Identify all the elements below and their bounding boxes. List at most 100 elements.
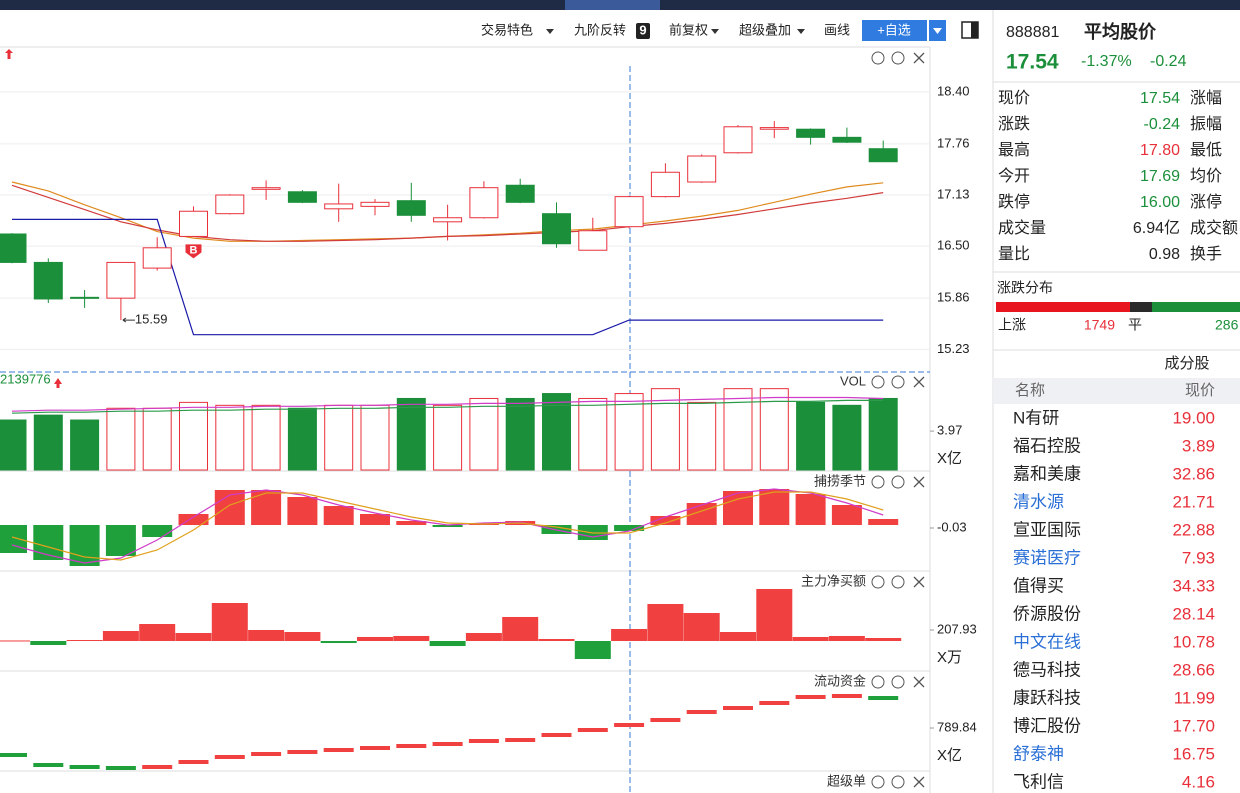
indicator-bar <box>287 497 318 525</box>
candle-body <box>287 191 317 203</box>
candle-body <box>868 148 898 163</box>
field-label: 均价 <box>1190 167 1222 185</box>
add-button[interactable] <box>862 20 927 41</box>
pane-icon[interactable] <box>891 475 905 489</box>
sidebar-toggle-fill <box>971 22 978 38</box>
field-label: 最高 <box>998 141 1030 159</box>
pane-icon[interactable] <box>891 775 905 789</box>
volume-bar <box>287 407 317 471</box>
stock-price: 28.66 <box>1172 660 1215 679</box>
stock-price: 34.33 <box>1172 576 1215 595</box>
code: 888881 <box>1006 24 1059 41</box>
pane-icon[interactable] <box>891 375 905 389</box>
add-button-text[interactable]: +自选 <box>877 22 911 37</box>
stock-name[interactable]: 嘉和美康 <box>1013 464 1081 483</box>
pane-icon[interactable] <box>871 575 885 589</box>
indicator-bar <box>759 489 790 525</box>
menu-item[interactable]: 交易特色 <box>481 22 533 37</box>
net-buy-bar <box>792 636 829 642</box>
menu-item[interactable]: 超级叠加 <box>739 22 791 37</box>
menu-item[interactable]: 九阶反转 <box>574 22 626 37</box>
y-tick-label: 789.84 <box>937 719 977 734</box>
net-buy-bar <box>828 635 865 642</box>
stock-name[interactable]: 博汇股份 <box>1013 716 1081 735</box>
indicator-bar <box>69 525 100 566</box>
y-tick-label: 17.76 <box>937 135 970 150</box>
pane-close[interactable] <box>913 576 925 588</box>
pane-close[interactable] <box>913 776 925 788</box>
net-buy-bar <box>393 635 430 642</box>
indicator-bar <box>360 514 390 525</box>
pane-icon[interactable] <box>871 375 885 389</box>
volume-bar <box>578 397 608 471</box>
stock-name[interactable]: 福石控股 <box>1013 436 1081 455</box>
up-count: 1749 <box>1084 317 1115 333</box>
stock-name[interactable]: 宣亚国际 <box>1013 520 1081 539</box>
stock-name[interactable]: 中文在线 <box>1013 632 1081 651</box>
flow-bar <box>468 739 499 743</box>
index-name: 平均股价 <box>1084 21 1157 42</box>
candle-body <box>179 210 208 237</box>
net-buy-bar <box>248 629 285 642</box>
pane-icon[interactable] <box>871 51 885 65</box>
pane-icon[interactable] <box>891 51 905 65</box>
net-buy-bar <box>429 641 466 647</box>
volume-bar <box>542 393 571 471</box>
indicator-bar <box>614 525 645 531</box>
flow-bar <box>723 706 753 710</box>
menu-item[interactable]: 画线 <box>824 22 850 37</box>
pane-icon[interactable] <box>891 575 905 589</box>
menu-item[interactable]: 前复权 <box>669 22 708 37</box>
toolbar: 交易特色 九阶反转 9 前复权 超级叠加 画线 +自选 <box>481 20 979 41</box>
field-label: 跌停 <box>998 193 1030 211</box>
indicator-bar <box>432 525 463 527</box>
stock-name[interactable]: 值得买 <box>1013 576 1064 595</box>
stock-name[interactable]: N有研 <box>1013 408 1059 427</box>
candle-body <box>142 247 172 269</box>
constituent-list: N有研 19.00 福石控股 3.89 嘉和美康 32.86 清水源 21.71 宣亚国际 22.… <box>1013 408 1215 791</box>
y-tick-label: 15.23 <box>937 341 970 356</box>
header-price: 现价 <box>1185 382 1215 399</box>
flow-bar <box>251 752 282 756</box>
stock-name[interactable]: 清水源 <box>1013 492 1064 511</box>
volume-bar <box>70 419 100 471</box>
flow-bar <box>795 695 826 699</box>
candle-body <box>578 230 608 251</box>
pane-close[interactable] <box>913 52 925 64</box>
y-tick-label: 15.86 <box>937 290 970 305</box>
stock-name[interactable]: 赛诺医疗 <box>1013 547 1081 567</box>
field-value: 17.54 <box>1140 90 1180 107</box>
stock-name[interactable]: 德马科技 <box>1013 660 1081 679</box>
volume-readout: 2139776 <box>0 371 51 386</box>
candle-body <box>433 217 463 223</box>
net-buy-bar <box>139 624 176 642</box>
candle-body <box>70 296 100 299</box>
constituents-title: 成分股 <box>1164 355 1209 372</box>
stock-price: 28.14 <box>1172 604 1215 623</box>
flow-bar <box>650 718 681 722</box>
candle-body <box>832 136 862 143</box>
flow-bar <box>541 733 572 737</box>
net-buy-bar <box>102 631 139 642</box>
candle-body <box>360 201 390 207</box>
indicator-bar <box>0 525 27 553</box>
pane-icon[interactable] <box>891 675 905 689</box>
stock-name[interactable]: 康跃科技 <box>1013 688 1081 707</box>
candle-body <box>542 213 571 245</box>
pane-icon[interactable] <box>871 675 885 689</box>
pane-close[interactable] <box>913 476 925 488</box>
flow-bar <box>577 728 608 732</box>
stock-name[interactable]: 侨源股份 <box>1013 604 1081 623</box>
pane-close[interactable] <box>913 676 925 688</box>
volume-ma <box>11 399 884 414</box>
pane-icon[interactable] <box>871 475 885 489</box>
stock-name[interactable]: 舒泰神 <box>1013 744 1064 763</box>
active-tab <box>565 0 660 10</box>
pane-close[interactable] <box>913 376 925 388</box>
stock-price: 7.93 <box>1182 548 1215 567</box>
indicator-bar <box>142 525 173 537</box>
stock-name[interactable]: 飞利信 <box>1013 772 1064 791</box>
pane-icon[interactable] <box>871 775 885 789</box>
volume-bar <box>396 397 426 471</box>
indicator-bar <box>650 516 681 525</box>
